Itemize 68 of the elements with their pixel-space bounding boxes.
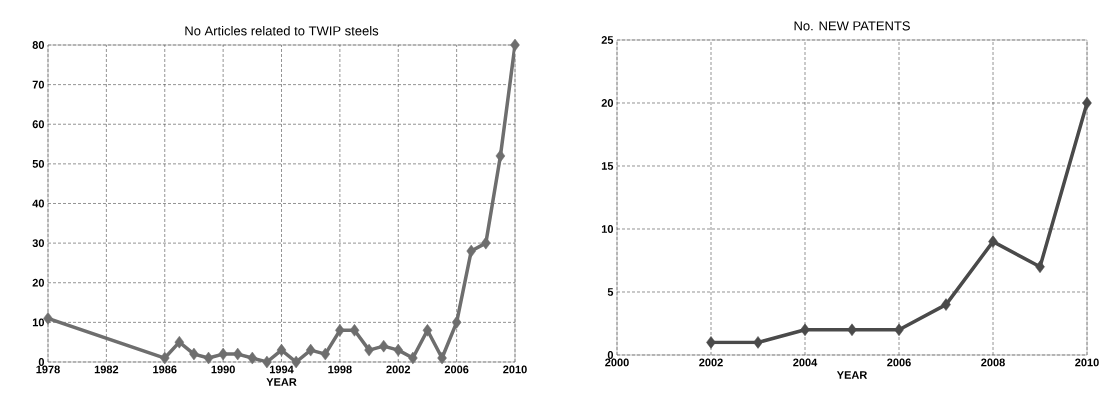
y-tick-label: 5 [607, 288, 614, 296]
y-tick-label: 70 [32, 80, 45, 89]
y-tick-label: 20 [32, 278, 45, 287]
point [232, 347, 243, 361]
point [218, 347, 228, 361]
point [189, 347, 199, 361]
x-tick-label: 2010 [1075, 358, 1099, 367]
x-tick-label: 2004 [793, 358, 818, 367]
point [706, 336, 716, 349]
x-tick-label: 1994 [269, 365, 294, 374]
x-tick-label: 2008 [981, 358, 1005, 367]
point [43, 312, 53, 325]
point [800, 323, 810, 337]
chart-title: No Articles related to TWIP steels [185, 25, 379, 36]
y-tick-label: 25 [601, 36, 614, 44]
y-tick-label: 0 [38, 358, 45, 366]
point [305, 343, 316, 357]
y-tick-label: 60 [32, 120, 45, 129]
chart-title: No. NEW PATENTS [794, 21, 910, 31]
point [1035, 260, 1045, 274]
y-tick-label: 10 [32, 318, 45, 327]
y-tick-label: 50 [32, 159, 45, 168]
point [988, 235, 998, 248]
y-tick-label: 30 [32, 239, 45, 248]
x-tick-label: 1990 [211, 365, 235, 374]
x-tick-label: 2010 [503, 365, 527, 374]
y-tick-label: 15 [601, 162, 614, 170]
point [510, 38, 520, 52]
x-tick-label: 1986 [153, 365, 177, 374]
y-tick-label: 0 [607, 351, 614, 359]
point [847, 323, 857, 337]
point [203, 351, 214, 365]
point [276, 343, 287, 357]
point [335, 324, 345, 337]
x-tick-label: 2002 [386, 365, 411, 374]
point [481, 236, 491, 250]
x-tick-label: 2002 [699, 358, 723, 367]
point [160, 351, 170, 365]
point [1082, 96, 1092, 110]
x-tick-label: 2006 [887, 358, 911, 367]
point [349, 324, 360, 337]
x-tick-label: 1982 [94, 365, 119, 374]
point [437, 351, 447, 365]
x-axis-title: YEAR [836, 371, 868, 379]
x-tick-label: 2000 [605, 358, 629, 367]
point [262, 355, 272, 369]
point [393, 343, 404, 357]
point [466, 244, 476, 258]
point [174, 335, 185, 349]
y-tick-label: 10 [601, 225, 614, 233]
point [422, 324, 433, 337]
x-tick-label: 1998 [328, 365, 352, 374]
y-tick-label: 80 [32, 41, 45, 49]
y-tick-label: 40 [32, 199, 45, 208]
point [408, 351, 418, 365]
y-tick-label: 20 [601, 99, 614, 107]
point [247, 351, 258, 365]
point [320, 347, 331, 361]
x-axis-title: YEAR [266, 378, 297, 386]
point [894, 323, 904, 337]
point [451, 316, 462, 329]
point [364, 343, 374, 357]
point [378, 339, 389, 353]
point [495, 149, 506, 163]
x-tick-label: 1978 [36, 365, 60, 374]
x-tick-label: 2006 [444, 365, 469, 374]
point [753, 336, 763, 349]
point [941, 298, 951, 311]
